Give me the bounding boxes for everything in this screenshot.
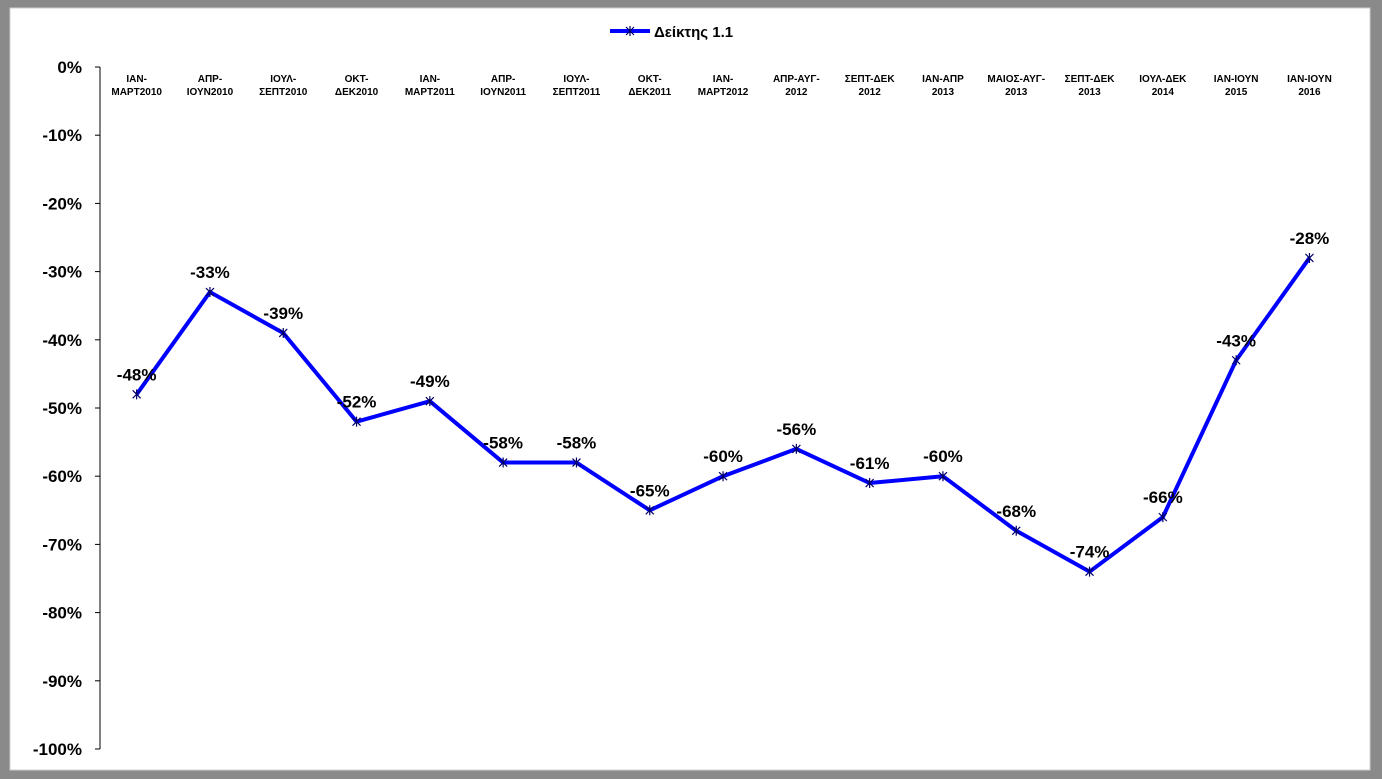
x-tick-label: ΙΑΝ-ΜΑΡΤ2011 (405, 74, 455, 98)
x-tick-label: ΟΚΤ-ΔΕΚ2010 (335, 74, 379, 98)
x-tick-label: ΣΕΠΤ-ΔΕΚ 2013 (1065, 74, 1116, 98)
marker (1158, 512, 1168, 523)
data-label: -52% (337, 393, 377, 412)
y-tick-label: -70% (42, 535, 82, 554)
data-label: -74% (1070, 543, 1110, 562)
marker (205, 287, 215, 298)
marker (132, 389, 142, 400)
y-tick-label: -80% (42, 604, 82, 623)
data-label: -28% (1290, 229, 1330, 248)
x-tick-label: ΟΚΤ-ΔΕΚ2011 (628, 74, 671, 98)
data-label: -33% (190, 263, 230, 282)
data-label: -43% (1216, 331, 1256, 350)
data-label: -39% (263, 304, 303, 323)
y-tick-label: -50% (42, 399, 82, 418)
chart-area (9, 7, 1371, 771)
data-label: -65% (630, 481, 670, 500)
data-label: -58% (557, 434, 597, 453)
marker (1011, 525, 1021, 536)
x-tick-label: ΙΑΝ-ΙΟΥΝ 2015 (1214, 74, 1259, 98)
marker (938, 471, 948, 482)
marker (645, 505, 655, 516)
x-tick-label: ΙΑΝ-ΜΑΡΤ2010 (111, 74, 162, 98)
x-tick-label: ΑΠΡ-ΙΟΥΝ2011 (480, 74, 526, 98)
x-tick-label: ΙΑΝ-ΑΠΡ 2013 (922, 74, 964, 98)
y-tick-label: -40% (42, 331, 82, 350)
x-tick-label: ΑΠΡ-ΑΥΓ-2012 (773, 74, 820, 98)
marker (498, 457, 508, 468)
marker (352, 416, 361, 427)
data-label: -68% (996, 502, 1036, 521)
x-tick-label: ΙΑΝ-ΜΑΡΤ2012 (698, 74, 749, 98)
legend-label: Δείκτης 1.1 (654, 24, 733, 41)
marker (791, 443, 801, 454)
data-label: -60% (703, 447, 743, 466)
x-tick-label: ΑΠΡ-ΙΟΥΝ2010 (187, 74, 234, 98)
marker (572, 457, 581, 468)
x-tick-label: ΙΟΥΛ-ΣΕΠΤ2010 (259, 74, 308, 98)
x-tick-label: ΙΟΥΛ-ΣΕΠΤ2011 (553, 74, 601, 98)
y-tick-label: -100% (33, 740, 82, 759)
marker (718, 471, 728, 482)
marker (865, 478, 875, 489)
data-label: -58% (483, 434, 523, 453)
x-tick-label: ΙΑΝ-ΙΟΥΝ 2016 (1287, 74, 1332, 98)
y-tick-label: -10% (42, 126, 82, 145)
x-tick-label: ΣΕΠΤ-ΔΕΚ 2012 (845, 74, 896, 98)
data-label: -56% (777, 420, 817, 439)
marker (1231, 355, 1241, 366)
marker (1085, 566, 1094, 577)
y-tick-label: -30% (42, 263, 82, 282)
y-tick-label: -20% (42, 194, 82, 213)
y-tick-label: 0% (57, 58, 82, 77)
data-label: -49% (410, 372, 450, 391)
legend-marker (625, 26, 635, 36)
marker (425, 396, 435, 407)
y-tick-label: -90% (42, 672, 82, 691)
x-tick-label: ΙΟΥΛ-ΔΕΚ 2014 (1139, 74, 1187, 98)
data-label: -61% (850, 454, 890, 473)
marker (1305, 252, 1314, 263)
y-tick-label: -60% (42, 467, 82, 486)
marker (278, 327, 288, 338)
x-tick-label: ΜΑΙΟΣ-ΑΥΓ-2013 (987, 74, 1045, 98)
data-label: -48% (117, 365, 157, 384)
data-label: -66% (1143, 488, 1183, 507)
data-label: -60% (923, 447, 963, 466)
